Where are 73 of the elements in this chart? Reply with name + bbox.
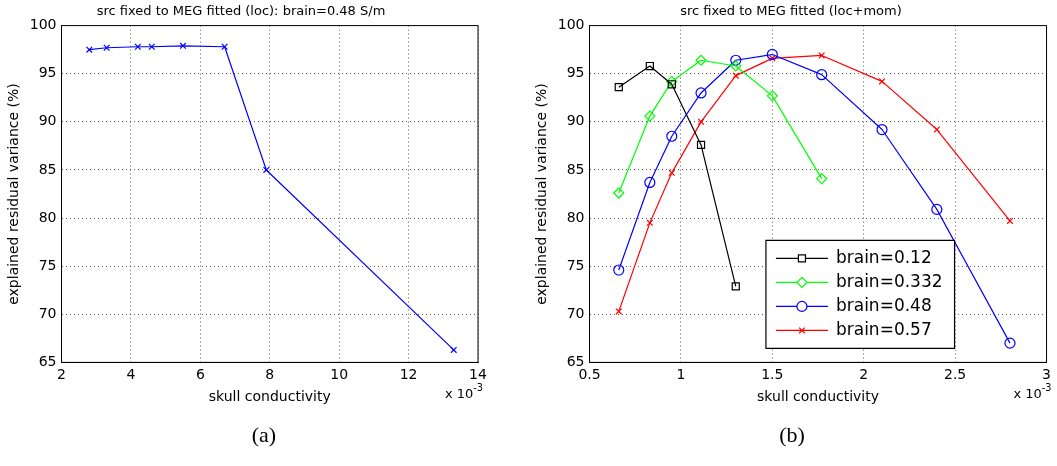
y-tick-label: 100 <box>557 16 585 33</box>
y-tick-label: 90 <box>566 112 585 129</box>
point <box>730 54 742 66</box>
x-tick-label: 6 <box>195 366 205 383</box>
y-tick-label: 95 <box>566 64 585 81</box>
point <box>645 61 654 71</box>
point <box>644 176 656 189</box>
point <box>134 43 142 51</box>
y-tick-label: 70 <box>38 304 57 321</box>
x-axis-title: skull conductivity <box>208 388 331 405</box>
x-tick-label: 2 <box>57 366 66 383</box>
chart-title: src fixed to MEG fitted (loc): brain=0.48 S/m <box>96 3 386 19</box>
point <box>933 126 941 133</box>
point <box>667 80 676 89</box>
x-tick-label: 10 <box>330 366 349 383</box>
point <box>732 72 740 80</box>
legend-label: brain=0.332 <box>835 270 943 291</box>
x-tick-label: 12 <box>399 366 418 383</box>
point <box>1004 337 1016 349</box>
point <box>697 118 705 126</box>
y-axis-title: explained residual variance (%) <box>533 83 550 305</box>
y-tick-label: 85 <box>566 160 585 177</box>
x-axis-title: skull conductivity <box>757 388 880 405</box>
y-tick-label: 75 <box>566 256 585 273</box>
point <box>666 75 678 88</box>
x-tick-label: 1 <box>676 366 686 383</box>
legend-label: brain=0.57 <box>835 318 932 339</box>
y-tick-label: 85 <box>38 160 57 177</box>
point <box>695 87 707 99</box>
point <box>103 44 111 52</box>
point <box>816 173 828 185</box>
y-tick-label: 90 <box>38 112 57 129</box>
point <box>666 130 678 142</box>
y-tick-label: 70 <box>566 304 585 321</box>
point <box>878 77 886 85</box>
point <box>730 60 742 72</box>
y-tick-label: 65 <box>38 353 57 370</box>
x-tick-label: 8 <box>265 366 275 383</box>
point <box>613 187 625 199</box>
point <box>766 48 778 61</box>
point <box>731 282 740 291</box>
legend-label: brain=0.12 <box>835 246 932 267</box>
x-tick-label: 2 <box>859 366 869 383</box>
x-tick-label: 14 <box>469 366 487 383</box>
point <box>766 90 778 102</box>
chart-title: src fixed to MEG fitted (loc+mom) <box>680 3 902 19</box>
point <box>615 307 623 315</box>
y-tick-label: 100 <box>29 16 57 33</box>
y-tick-label: 80 <box>566 208 585 225</box>
x-tick-label: 3 <box>1042 366 1052 383</box>
x-tick-label: 1.5 <box>761 366 784 383</box>
point <box>695 54 707 66</box>
point <box>818 52 826 59</box>
point <box>696 140 706 150</box>
y-tick-label: 95 <box>38 64 57 81</box>
x-tick-label: 2.5 <box>944 366 967 383</box>
point <box>262 166 270 174</box>
x-tick-label: 4 <box>126 366 136 383</box>
point <box>876 123 888 136</box>
point <box>931 203 943 215</box>
point <box>221 43 229 51</box>
point <box>816 69 828 81</box>
point <box>644 110 656 122</box>
point <box>179 42 187 50</box>
y-tick-label: 80 <box>38 208 57 225</box>
text: (b) <box>778 422 806 448</box>
legend-label: brain=0.48 <box>835 294 932 315</box>
text: (a) <box>250 422 278 448</box>
point <box>613 264 625 276</box>
y-tick-label: 75 <box>38 256 57 273</box>
y-axis-title: explained residual variance (%) <box>5 83 22 305</box>
point <box>614 83 623 92</box>
point <box>450 346 458 354</box>
